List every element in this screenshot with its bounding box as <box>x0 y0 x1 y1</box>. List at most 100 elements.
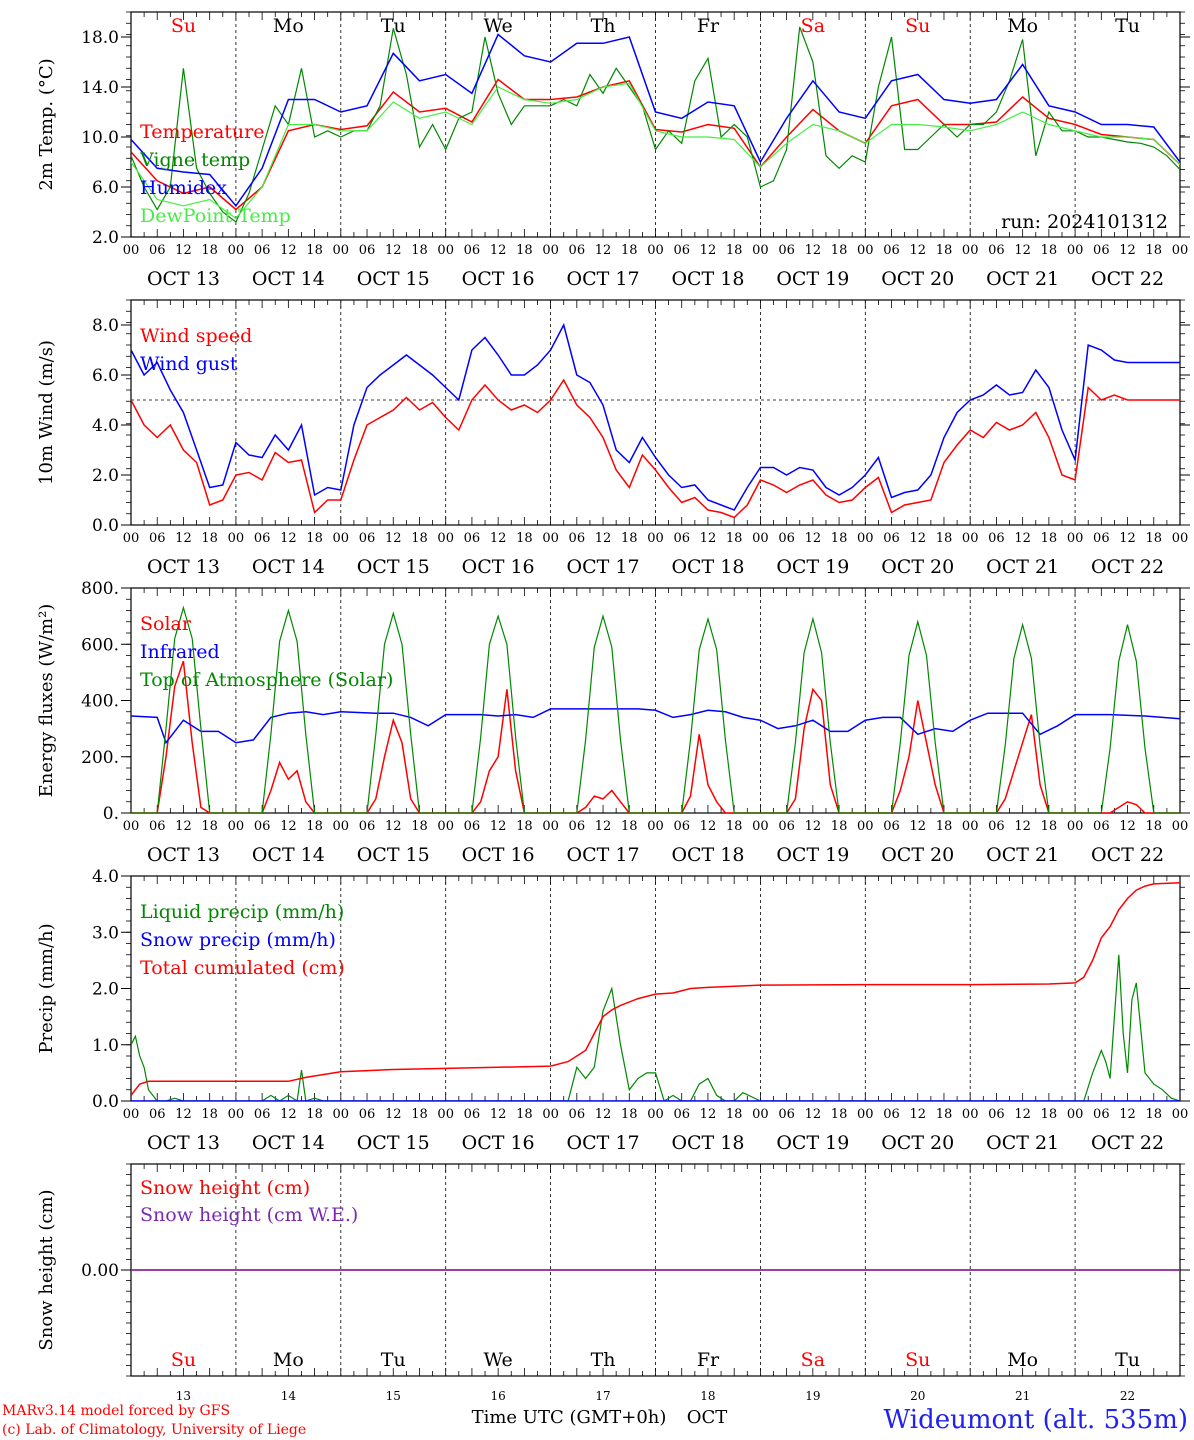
y-tick-label: 18.0 <box>81 28 119 48</box>
hour-label: 18 <box>411 819 428 834</box>
hour-label: 18 <box>621 531 638 546</box>
day-number-label: 17 <box>595 1389 610 1403</box>
hour-label: 12 <box>595 819 612 834</box>
hour-label: 00 <box>857 243 874 258</box>
series-line-humidex <box>131 33 1180 208</box>
y-tick-label: 8.0 <box>92 316 119 336</box>
hour-label: 00 <box>123 531 140 546</box>
hour-label: 12 <box>175 531 192 546</box>
hour-label: 06 <box>464 243 481 258</box>
hour-label: 12 <box>1014 819 1031 834</box>
hour-label: 18 <box>1146 819 1163 834</box>
hour-label: 00 <box>752 531 769 546</box>
hour-label: 18 <box>936 531 953 546</box>
hour-label: 06 <box>254 819 271 834</box>
date-label: OCT 18 <box>671 556 744 578</box>
hour-label: 12 <box>909 1107 926 1122</box>
y-axis-label: Energy fluxes (W/m²) <box>36 604 57 798</box>
meteogram-panels: 2.0 6.0 10.0 14.0 18.0 2m Temp. (°C) 00 06 12 18 O… <box>36 11 1190 1403</box>
hour-label: 00 <box>962 819 979 834</box>
date-label: OCT 21 <box>986 268 1059 290</box>
weekday-label: Fr <box>697 15 720 37</box>
hour-label: 00 <box>1172 1107 1189 1122</box>
legend-entry: Snow height (cm) <box>140 1177 310 1199</box>
time-axis-label: Time UTC (GMT+0h) <box>472 1407 667 1428</box>
weekday-label: Mo <box>273 1349 304 1371</box>
y-tick-label: 6.0 <box>92 178 119 198</box>
legend-entry: Temperature <box>140 121 264 143</box>
hour-label: 18 <box>831 243 848 258</box>
hour-label: 12 <box>490 243 507 258</box>
hour-label: 00 <box>333 243 350 258</box>
hour-label: 18 <box>726 819 743 834</box>
hour-label: 00 <box>333 819 350 834</box>
date-label: OCT 17 <box>567 556 640 578</box>
hour-label: 00 <box>123 243 140 258</box>
date-label: OCT 14 <box>252 844 325 866</box>
y-axis-label: 2m Temp. (°C) <box>36 58 57 190</box>
date-label: OCT 21 <box>986 1132 1059 1154</box>
hour-label: 12 <box>280 243 297 258</box>
y-tick-label: 400. <box>81 692 119 712</box>
hour-label: 12 <box>805 243 822 258</box>
date-label: OCT 19 <box>776 556 849 578</box>
hour-label: 00 <box>857 531 874 546</box>
legend-entry: Snow height (cm W.E.) <box>140 1204 358 1226</box>
date-label: OCT 19 <box>776 1132 849 1154</box>
y-tick-label: 3.0 <box>92 923 119 943</box>
hour-label: 12 <box>175 819 192 834</box>
hour-label: 18 <box>936 1107 953 1122</box>
hour-label: 00 <box>123 819 140 834</box>
legend-entry: Liquid precip (mm/h) <box>140 901 344 923</box>
hour-label: 00 <box>437 243 454 258</box>
date-label: OCT 18 <box>671 1132 744 1154</box>
series-line-top-of-atmosphere-solar- <box>131 605 1180 813</box>
hour-label: 00 <box>962 531 979 546</box>
hour-label: 00 <box>647 1107 664 1122</box>
hour-label: 00 <box>437 531 454 546</box>
hour-label: 06 <box>569 243 586 258</box>
y-tick-label: 2.0 <box>92 466 119 486</box>
weekday-label: Tu <box>381 15 406 37</box>
hour-label: 06 <box>883 1107 900 1122</box>
hour-label: 18 <box>201 1107 218 1122</box>
weekday-label: Sa <box>801 1349 825 1371</box>
panel-wind: 0.0 2.0 4.0 6.0 8.0 10m Wind (m/s) 00 06 12 18 OCT… <box>36 299 1190 578</box>
day-number-label: 19 <box>805 1389 820 1403</box>
date-label: OCT 13 <box>147 1132 220 1154</box>
date-label: OCT 19 <box>776 268 849 290</box>
hour-label: 00 <box>1067 1107 1084 1122</box>
date-label: OCT 16 <box>462 268 535 290</box>
date-label: OCT 17 <box>567 844 640 866</box>
hour-label: 18 <box>306 819 323 834</box>
hour-label: 06 <box>149 243 166 258</box>
legend-entry: Vigne temp <box>139 149 250 171</box>
hour-label: 00 <box>542 531 559 546</box>
weekday-label: Mo <box>1007 15 1038 37</box>
hour-label: 06 <box>149 819 166 834</box>
date-label: OCT 13 <box>147 844 220 866</box>
hour-label: 12 <box>700 531 717 546</box>
hour-label: 00 <box>647 531 664 546</box>
hour-label: 18 <box>411 1107 428 1122</box>
hour-label: 06 <box>1093 243 1110 258</box>
hour-label: 12 <box>490 819 507 834</box>
hour-label: 00 <box>857 1107 874 1122</box>
date-label: OCT 16 <box>462 1132 535 1154</box>
hour-label: 18 <box>306 531 323 546</box>
hour-label: 12 <box>700 1107 717 1122</box>
day-number-label: 16 <box>491 1389 506 1403</box>
hour-label: 06 <box>359 819 376 834</box>
hour-label: 12 <box>595 531 612 546</box>
hour-label: 00 <box>333 531 350 546</box>
legend-entry: Solar <box>140 613 192 635</box>
hour-label: 18 <box>1041 243 1058 258</box>
legend-entry: Snow precip (mm/h) <box>140 929 336 951</box>
weekday-label: Th <box>591 15 616 37</box>
hour-label: 00 <box>962 1107 979 1122</box>
weekday-label: Fr <box>697 1349 720 1371</box>
hour-label: 00 <box>647 819 664 834</box>
panel-temp: 2.0 6.0 10.0 14.0 18.0 2m Temp. (°C) 00 06 12 18 O… <box>36 11 1190 290</box>
date-label: OCT 13 <box>147 268 220 290</box>
y-tick-label: 4.0 <box>92 416 119 436</box>
